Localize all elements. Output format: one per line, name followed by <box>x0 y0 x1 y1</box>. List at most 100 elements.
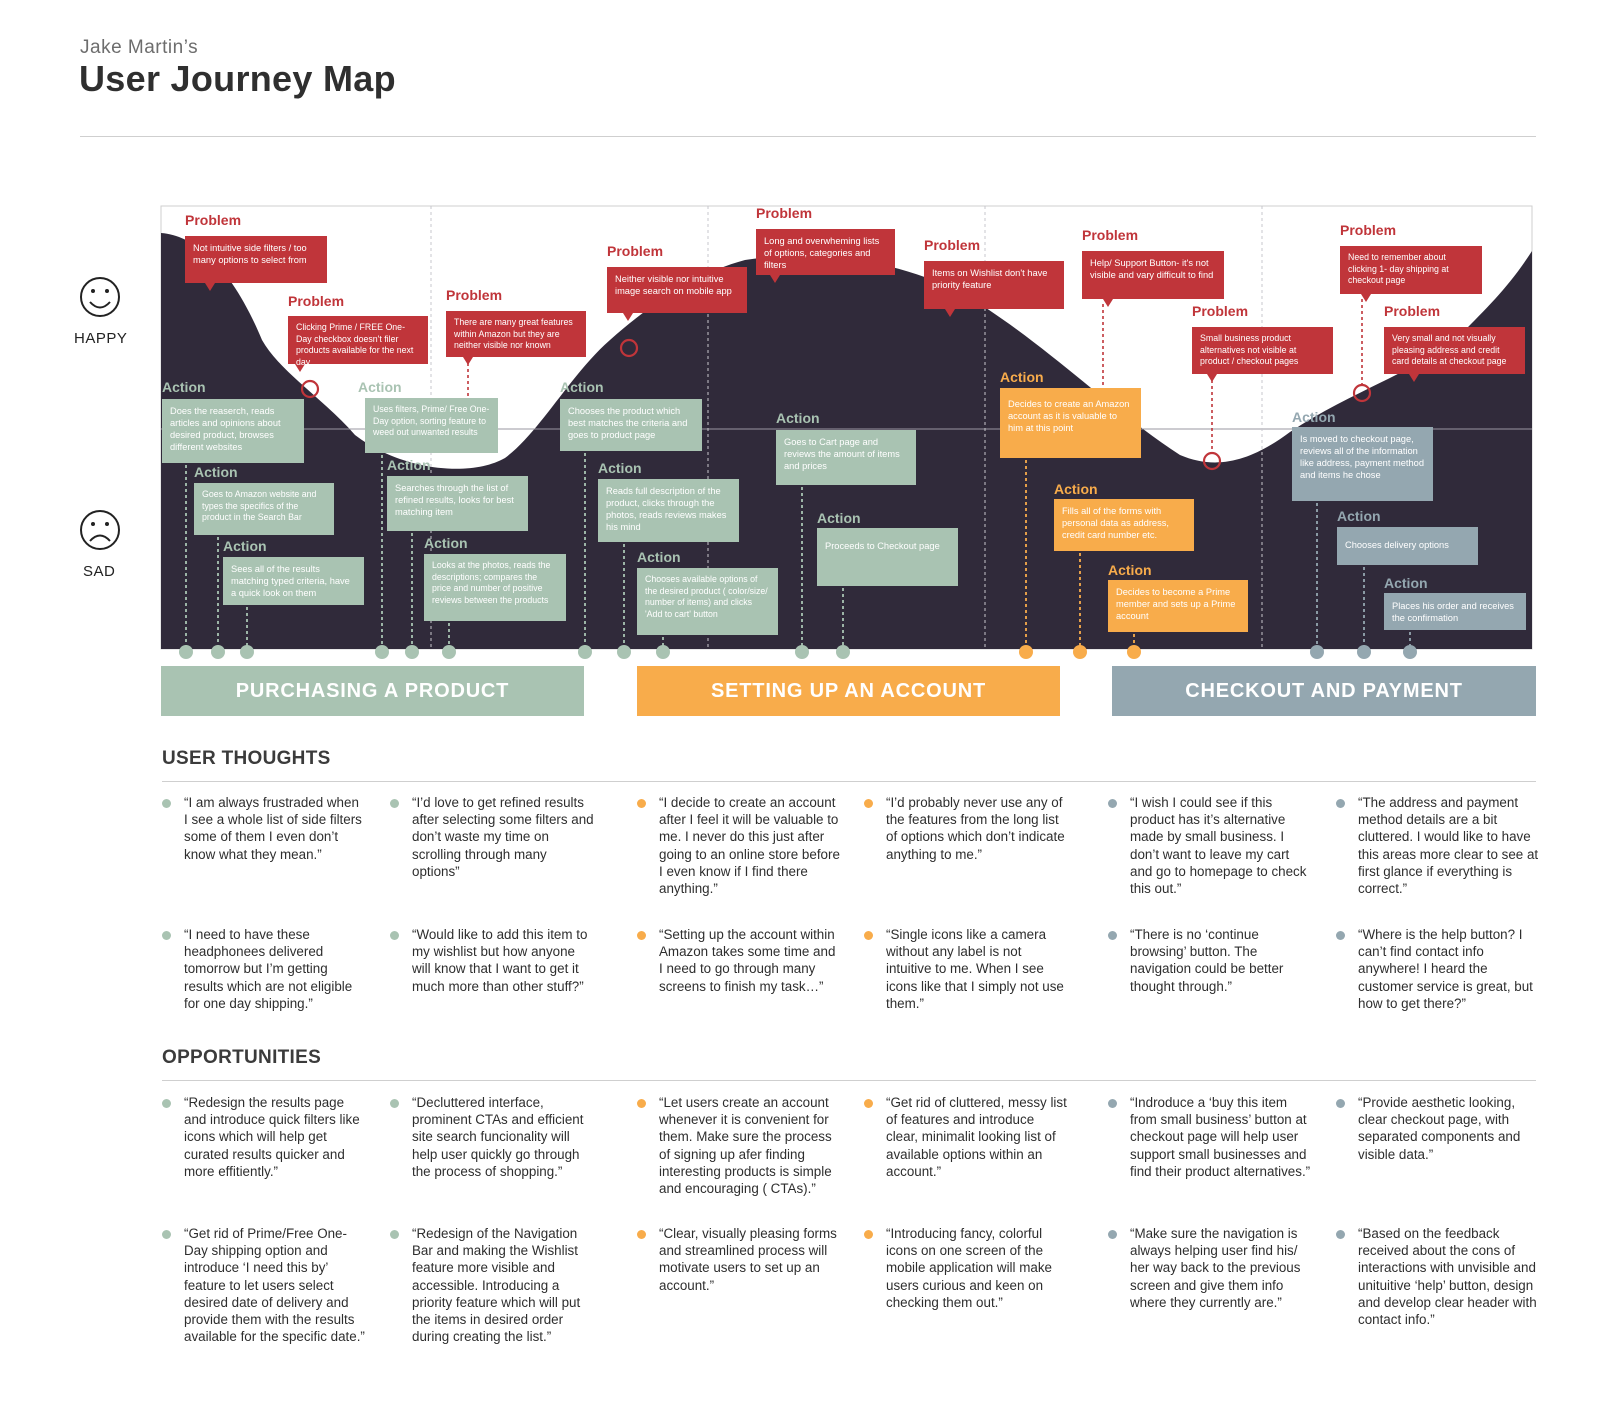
bullet-dot-icon <box>162 1099 171 1108</box>
problem-connectors <box>467 299 1363 453</box>
bullet-dot-icon <box>1336 931 1345 940</box>
timeline-dot <box>442 645 456 659</box>
bullet-dot-icon <box>1108 799 1117 808</box>
map-subtitle: Jake Martin’s <box>80 37 199 58</box>
bullet-dot-icon <box>864 1230 873 1239</box>
timeline-dot <box>1403 645 1417 659</box>
problem-label: Problem <box>288 293 345 309</box>
thought-item: “I am always frustraded when I see a who… <box>162 794 366 863</box>
timeline-dot <box>1019 645 1033 659</box>
header-divider <box>80 136 1536 137</box>
opportunity-item: “Based on the feedback received about th… <box>1336 1225 1540 1328</box>
bullet-dot-icon <box>637 799 646 808</box>
action-label: Action <box>1054 481 1098 497</box>
action-card: Decides to become a Prime member and set… <box>1108 580 1248 632</box>
problem-label: Problem <box>756 205 813 221</box>
problem-card: Long and overwheming lists of options, c… <box>756 229 895 275</box>
note-text: “Decluttered interface, prominent CTAs a… <box>412 1095 584 1179</box>
action-card: Sees all of the results matching typed c… <box>223 557 364 605</box>
bullet-dot-icon <box>864 799 873 808</box>
opportunity-item: “Decluttered interface, prominent CTAs a… <box>390 1094 594 1180</box>
thought-item: “I decide to create an account after I f… <box>637 794 841 897</box>
opportunity-item: “Get rid of cluttered, messy list of fea… <box>864 1094 1068 1180</box>
note-text: “There is no ‘continue browsing’ button.… <box>1130 927 1284 994</box>
action-card: Does the reaserch, reads articles and op… <box>162 399 304 463</box>
thought-item: “I’d probably never use any of the featu… <box>864 794 1068 863</box>
bullet-dot-icon <box>1108 1099 1117 1108</box>
page-title: User Journey Map <box>79 58 396 99</box>
action-card: Looks at the photos, reads the descripti… <box>424 554 566 621</box>
action-card: Proceeds to Checkout page <box>817 528 958 586</box>
action-card: Places his order and receives the confir… <box>1384 593 1526 630</box>
problem-card: Very small and not visually pleasing add… <box>1384 327 1525 374</box>
bullet-dot-icon <box>864 1099 873 1108</box>
action-label: Action <box>1000 369 1044 385</box>
problem-pointer <box>295 364 305 372</box>
action-card: Uses filters, Prime/ Free One-Day option… <box>365 398 498 453</box>
timeline-dot <box>375 645 389 659</box>
problem-card: Items on Wishlist don't have priority fe… <box>924 261 1064 309</box>
action-label: Action <box>387 457 431 473</box>
phase-purchasing: PURCHASING A PRODUCT <box>161 666 584 716</box>
problem-pointer <box>205 283 215 291</box>
problem-label: Problem <box>1082 227 1139 243</box>
sad-label: SAD <box>83 563 116 580</box>
phase-checkout: CHECKOUT AND PAYMENT <box>1112 666 1536 716</box>
action-label: Action <box>637 549 681 565</box>
note-text: “Make sure the navigation is always help… <box>1130 1226 1301 1310</box>
problem-card: Need to remember about clicking 1- day s… <box>1340 246 1482 294</box>
problem-card: Small business product alternatives not … <box>1192 327 1333 374</box>
note-text: “Based on the feedback received about th… <box>1358 1226 1537 1328</box>
bullet-dot-icon <box>1108 931 1117 940</box>
problem-pointer <box>1103 299 1113 307</box>
note-text: “Would like to add this item to my wishl… <box>412 927 588 994</box>
bullet-dot-icon <box>864 931 873 940</box>
thought-item: “Would like to add this item to my wishl… <box>390 926 594 995</box>
bullet-dot-icon <box>637 931 646 940</box>
timeline-dot <box>240 645 254 659</box>
bullet-dot-icon <box>390 931 399 940</box>
problem-marker <box>300 379 320 399</box>
sad-face-icon <box>80 510 120 550</box>
action-card: Goes to Cart page and reviews the amount… <box>776 430 916 485</box>
problem-card: Neither visible nor intuitive image sear… <box>607 267 747 313</box>
problem-pointer <box>623 313 633 321</box>
note-text: “I am always frustraded when I see a who… <box>184 795 362 862</box>
problem-pointer <box>463 357 473 365</box>
note-text: “I’d probably never use any of the featu… <box>886 795 1065 862</box>
problem-card: Clicking Prime / FREE One-Day checkbox d… <box>288 316 428 367</box>
thought-item: “I need to have these headphonees delive… <box>162 926 366 1012</box>
bullet-dot-icon <box>390 1230 399 1239</box>
timeline-dot <box>617 645 631 659</box>
timeline-dot <box>1127 645 1141 659</box>
thought-item: “The address and payment method details … <box>1336 794 1540 897</box>
timeline-dot <box>1073 645 1087 659</box>
note-text: “Clear, visually pleasing forms and stre… <box>659 1226 837 1293</box>
problem-label: Problem <box>185 212 242 228</box>
bullet-dot-icon <box>162 1230 171 1239</box>
journey-chart <box>80 205 1533 659</box>
timeline-dot <box>836 645 850 659</box>
timeline-dot <box>578 645 592 659</box>
action-card: Reads full description of the product, c… <box>598 479 739 542</box>
action-card: Fills all of the forms with personal dat… <box>1054 499 1194 551</box>
action-label: Action <box>776 410 820 426</box>
problem-pointer <box>945 309 955 317</box>
action-label: Action <box>560 379 604 395</box>
bullet-dot-icon <box>637 1230 646 1239</box>
opportunity-item: “Redesign the results page and introduce… <box>162 1094 366 1180</box>
bullet-dot-icon <box>390 1099 399 1108</box>
action-label: Action <box>194 464 238 480</box>
timeline-dot <box>211 645 225 659</box>
action-label: Action <box>1108 562 1152 578</box>
problem-card: Help/ Support Button- it's not visible a… <box>1082 251 1224 299</box>
note-text: “Setting up the account within Amazon ta… <box>659 927 836 994</box>
timeline-dots <box>179 645 1417 659</box>
action-card: Decides to create an Amazon account as i… <box>1000 388 1141 458</box>
note-text: “Get rid of cluttered, messy list of fea… <box>886 1095 1067 1179</box>
action-label: Action <box>598 460 642 476</box>
problem-pointer <box>1409 374 1419 382</box>
note-text: “Get rid of Prime/Free One-Day shipping … <box>184 1226 365 1345</box>
thought-item: “Setting up the account within Amazon ta… <box>637 926 841 995</box>
note-text: “Indroduce a ‘buy this item from small b… <box>1130 1095 1311 1179</box>
